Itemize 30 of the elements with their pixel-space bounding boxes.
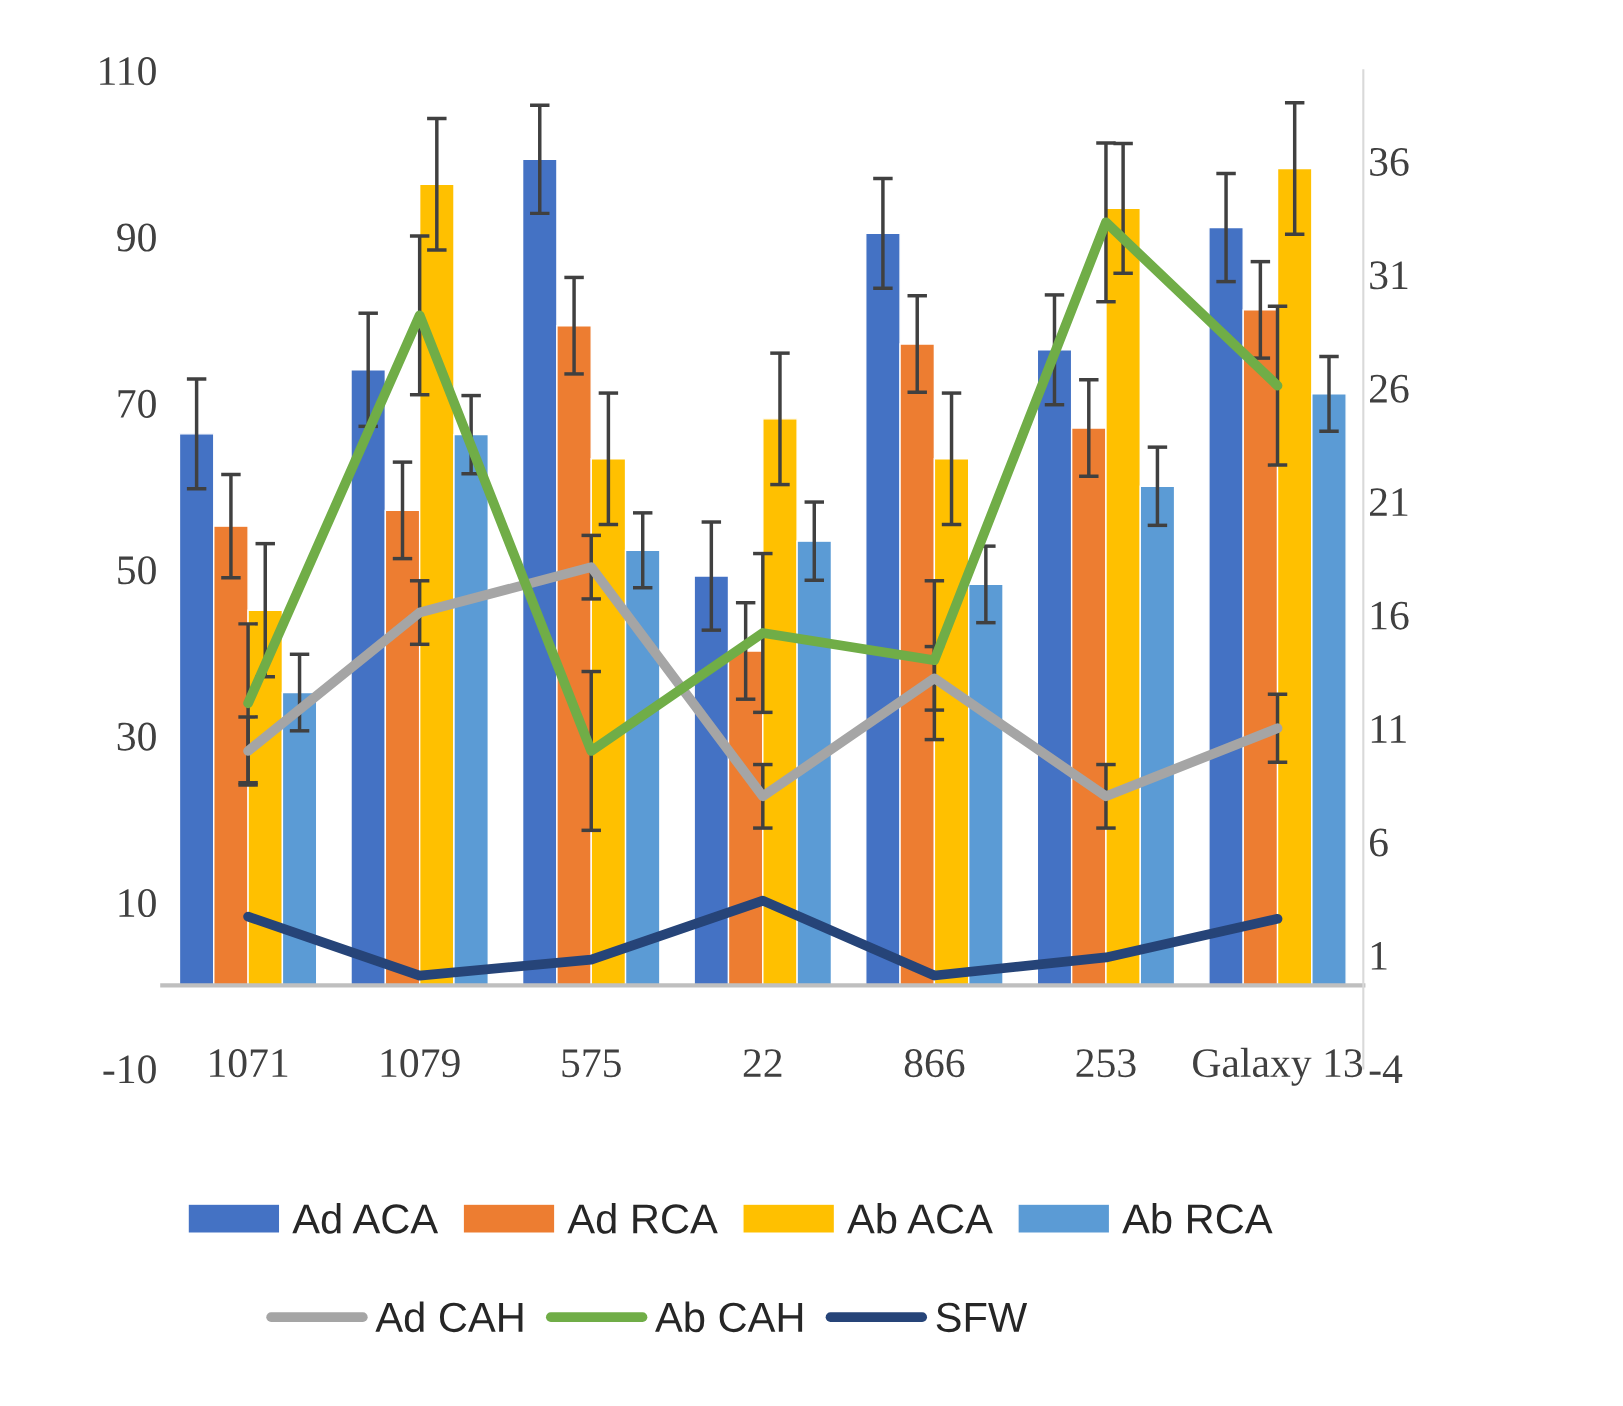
- y2-tick-label: 26: [1370, 374, 1409, 403]
- y2-tick-label: 16: [1371, 601, 1409, 630]
- x-tick-label: 866: [904, 1049, 965, 1078]
- legend-label: Ad RCA: [567, 1203, 718, 1234]
- legend-label: Ad CAH: [375, 1301, 523, 1333]
- y2-tick-label: 1: [1371, 942, 1387, 970]
- x-tick-label: 1071: [210, 1049, 288, 1078]
- legend-label: Ab CAH: [655, 1301, 803, 1333]
- y-tick-label: 70: [118, 389, 156, 418]
- y-tick-label: 50: [118, 556, 156, 585]
- y-tick-label: 110: [100, 57, 156, 86]
- x-tick-label: 575: [562, 1049, 621, 1078]
- x-tick-label: 22: [743, 1049, 782, 1077]
- x-tick-label: 253: [1076, 1049, 1136, 1078]
- y2-tick-label: 31: [1370, 261, 1408, 290]
- y2-tick-label: 21: [1370, 488, 1408, 516]
- legend-label: Ab ACA: [847, 1203, 993, 1234]
- legend-label: Ab RCA: [1122, 1203, 1273, 1234]
- y-tick-label: 10: [119, 888, 156, 918]
- y2-tick-label: 11: [1371, 715, 1406, 743]
- y-tick-label: -10: [103, 1055, 156, 1084]
- y2-tick-label: -4: [1369, 1055, 1403, 1084]
- legend-label: SFW: [936, 1302, 1028, 1333]
- y2-tick-label: 6: [1369, 828, 1388, 857]
- y-tick-label: 30: [117, 722, 156, 751]
- y-tick-label: 90: [117, 223, 156, 252]
- x-tick-label: Galaxy 13: [1193, 1047, 1363, 1086]
- x-tick-label: 1079: [381, 1049, 460, 1078]
- y2-tick-label: 36: [1370, 147, 1409, 176]
- legend-label: Ad ACA: [292, 1203, 439, 1234]
